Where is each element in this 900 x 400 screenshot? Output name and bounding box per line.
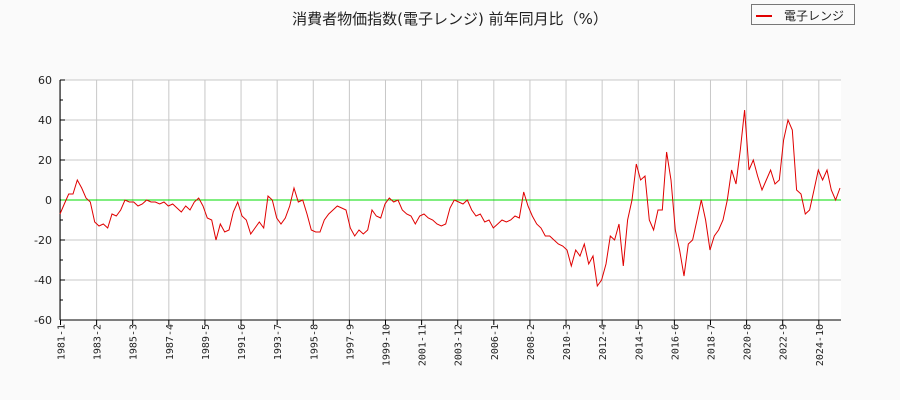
svg-text:2016-6: 2016-6	[670, 324, 681, 360]
svg-text:1991-6: 1991-6	[237, 324, 248, 360]
svg-text:40: 40	[38, 114, 52, 127]
svg-text:1983-2: 1983-2	[93, 324, 104, 360]
svg-text:1997-9: 1997-9	[345, 324, 356, 360]
legend-label: 電子レンジ	[784, 9, 845, 23]
chart-title: 消費者物価指数(電子レンジ) 前年同月比（%）	[292, 10, 608, 28]
svg-text:2010-3: 2010-3	[562, 324, 573, 360]
svg-text:2008-2: 2008-2	[526, 324, 537, 360]
legend-swatch	[756, 15, 772, 17]
svg-text:1993-7: 1993-7	[273, 324, 284, 360]
svg-text:1999-10: 1999-10	[381, 324, 392, 366]
svg-text:0: 0	[45, 194, 52, 207]
svg-text:2018-7: 2018-7	[706, 324, 717, 360]
svg-text:2001-11: 2001-11	[418, 324, 429, 366]
svg-text:-20: -20	[34, 234, 52, 247]
svg-text:1987-4: 1987-4	[165, 324, 176, 360]
svg-text:2022-9: 2022-9	[779, 324, 790, 360]
svg-text:2006-1: 2006-1	[490, 324, 501, 360]
svg-text:2020-8: 2020-8	[743, 324, 754, 360]
svg-text:2014-5: 2014-5	[634, 324, 645, 360]
svg-text:1985-3: 1985-3	[129, 324, 140, 360]
legend: 電子レンジ	[751, 4, 855, 25]
svg-text:2003-12: 2003-12	[454, 324, 465, 366]
svg-text:1995-8: 1995-8	[309, 324, 320, 360]
x-axis: 1981-1 1983-2 1985-3 1987-4 1989-5 1991-6 1993…	[57, 319, 841, 366]
svg-text:1989-5: 1989-5	[201, 324, 212, 360]
svg-text:-40: -40	[34, 274, 52, 287]
svg-text:-60: -60	[34, 314, 52, 327]
svg-text:1981-1: 1981-1	[57, 324, 68, 360]
y-axis: -60 -40 -20 0 20 40 60	[34, 74, 65, 327]
svg-text:2012-4: 2012-4	[598, 324, 609, 360]
svg-text:2024-10: 2024-10	[815, 324, 826, 366]
svg-text:20: 20	[38, 154, 52, 167]
svg-text:60: 60	[38, 74, 52, 87]
series-line	[59, 109, 841, 288]
